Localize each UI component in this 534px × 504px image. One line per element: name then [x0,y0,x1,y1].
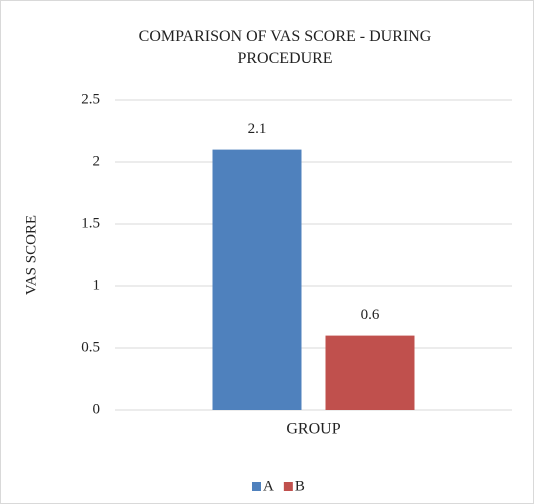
bar [325,335,415,410]
y-tick-label: 2.5 [81,91,100,107]
x-tick-label: GROUP [286,421,340,438]
data-label: 0.6 [361,307,380,323]
legend-label: B [295,478,305,494]
y-tick-label: 2 [93,153,101,169]
y-axis-title: VAS SCORE [23,215,39,295]
legend-label: A [263,478,274,494]
y-tick-label: 1.5 [81,215,100,231]
legend-swatch [252,482,261,491]
bar [212,149,302,410]
y-tick-label: 1 [93,277,101,293]
data-label: 2.1 [248,121,267,137]
y-tick-label: 0.5 [81,339,100,355]
chart-title: COMPARISON OF VAS SCORE - DURING PROCEDU… [138,28,432,67]
legend-swatch [283,482,293,491]
y-tick-label: 0 [93,401,101,417]
